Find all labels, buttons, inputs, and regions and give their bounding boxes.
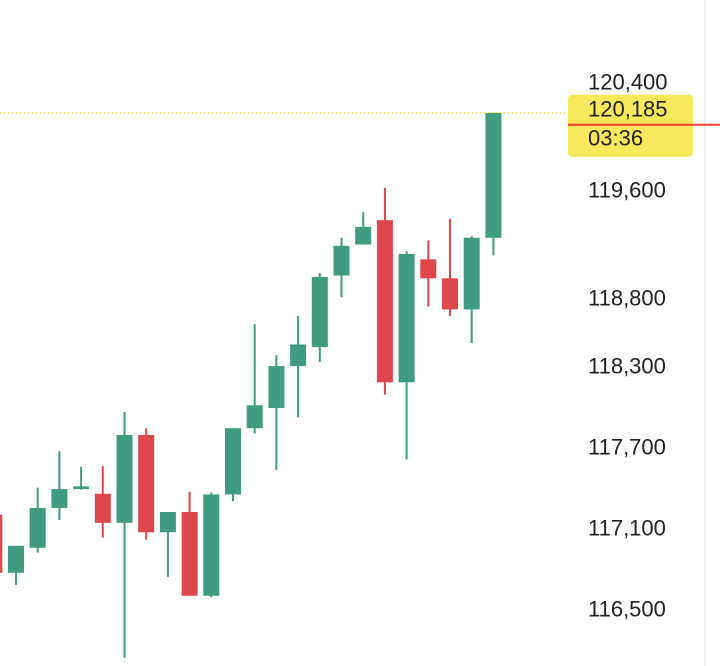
y-tick-label: 119,600 [588,178,666,203]
candle-body [442,278,458,310]
candle-body [268,366,285,408]
candle-body [225,428,241,495]
candle-body [333,245,350,276]
y-tick-label: 118,800 [588,286,666,311]
candle-body [246,405,263,429]
y-tick-label: 116,500 [588,596,666,621]
candle-body [94,493,111,523]
candle-body [8,545,24,573]
candle-body [0,514,3,573]
candle-body [203,494,220,596]
candle-body [376,220,393,383]
y-tick-label: 118,300 [588,353,666,378]
candle-body [420,259,437,279]
candle-body [463,237,480,310]
last-price-label: 120,185 [588,97,668,122]
candle-body [159,511,176,533]
candle-body [138,434,155,533]
candle-body [51,489,68,508]
countdown: 03:36 [588,126,643,151]
candle-body [116,434,133,523]
y-tick-label: 117,700 [588,434,666,459]
candle-body [398,253,415,383]
candle-body [29,507,46,548]
y-tick-label: 120,400 [588,70,668,95]
candle-body [290,344,307,367]
candle-body [485,112,502,238]
candle-body [181,511,198,596]
y-tick-label: 117,100 [588,515,666,540]
candle-body [311,276,328,348]
candle-body [73,486,90,490]
candle-body [355,226,372,245]
